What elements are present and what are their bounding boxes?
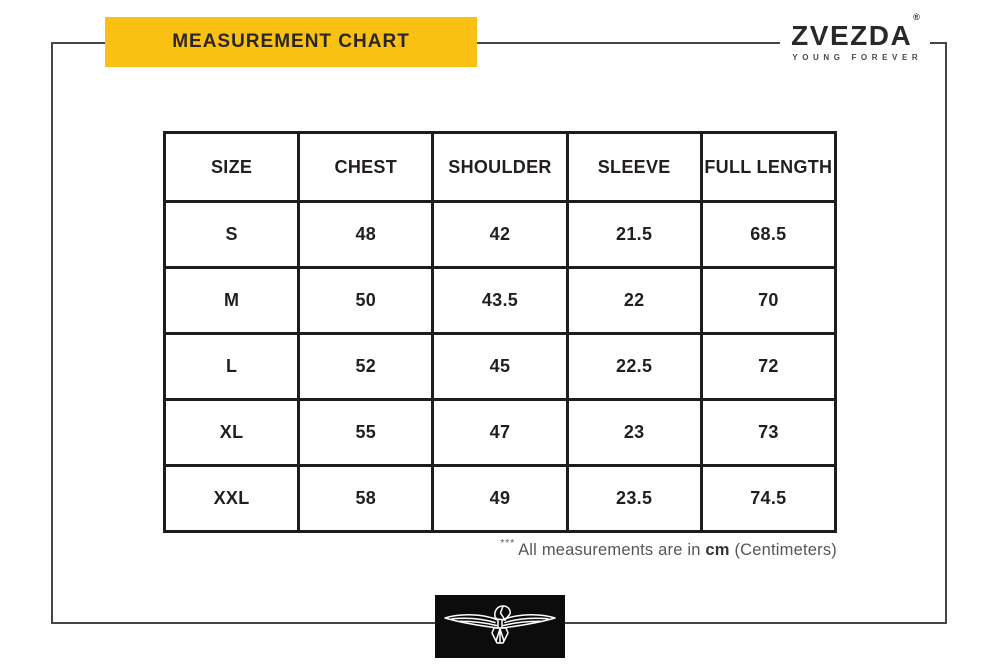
table-row-m: M 50 43.5 22 70 xyxy=(162,266,838,335)
measurement-chart-banner: MEASUREMENT CHART xyxy=(105,17,477,67)
table-row-s: S 48 42 21.5 68.5 xyxy=(162,200,838,269)
full-length-value: 74.5 xyxy=(699,464,838,533)
size-label: XXL xyxy=(162,464,301,533)
footnote-text: All measurements are in xyxy=(518,541,701,559)
shoulder-value: 42 xyxy=(431,200,569,269)
eagle-icon xyxy=(444,604,556,644)
table-row-xl: XL 55 47 23 73 xyxy=(162,398,838,467)
shoulder-value: 49 xyxy=(431,464,569,533)
brand-eagle-logo-box xyxy=(435,595,565,658)
chest-value: 58 xyxy=(297,464,435,533)
column-header-sleeve: SLEEVE xyxy=(565,131,703,203)
footnote-suffix: (Centimeters) xyxy=(734,541,837,559)
size-label: L xyxy=(162,332,301,401)
size-label: S xyxy=(162,200,301,269)
size-label: XL xyxy=(162,398,301,467)
sleeve-value: 23.5 xyxy=(565,464,703,533)
registered-trademark-icon: ® xyxy=(913,12,920,22)
brand-tagline: YOUNG FOREVER xyxy=(792,53,923,62)
footnote-unit: cm xyxy=(705,541,730,559)
sleeve-value: 21.5 xyxy=(565,200,703,269)
full-length-value: 68.5 xyxy=(699,200,838,269)
column-header-full-length: FULL LENGTH xyxy=(699,131,838,203)
chest-value: 52 xyxy=(297,332,435,401)
sleeve-value: 22 xyxy=(565,266,703,335)
table-header-row: SIZE CHEST SHOULDER SLEEVE FULL LENGTH xyxy=(162,131,838,203)
shoulder-value: 43.5 xyxy=(431,266,569,335)
brand-wordmark: ZVEZDA® xyxy=(791,12,920,51)
shoulder-value: 45 xyxy=(431,332,569,401)
shoulder-value: 47 xyxy=(431,398,569,467)
sleeve-value: 23 xyxy=(565,398,703,467)
footnote-asterisks: *** xyxy=(500,538,516,549)
table-row-l: L 52 45 22.5 72 xyxy=(162,332,838,401)
measurements-footnote: *** All measurements are in cm (Centimete… xyxy=(500,538,837,560)
column-header-shoulder: SHOULDER xyxy=(431,131,569,203)
column-header-size: SIZE xyxy=(162,131,301,203)
full-length-value: 72 xyxy=(699,332,838,401)
page-title: MEASUREMENT CHART xyxy=(172,31,410,52)
table-row-xxl: XXL 58 49 23.5 74.5 xyxy=(162,464,838,533)
full-length-value: 70 xyxy=(699,266,838,335)
chest-value: 48 xyxy=(297,200,435,269)
chest-value: 50 xyxy=(297,266,435,335)
sleeve-value: 22.5 xyxy=(565,332,703,401)
size-label: M xyxy=(162,266,301,335)
chest-value: 55 xyxy=(297,398,435,467)
brand-logo: ZVEZDA® YOUNG FOREVER xyxy=(780,12,930,68)
full-length-value: 73 xyxy=(699,398,838,467)
column-header-chest: CHEST xyxy=(297,131,435,203)
size-chart-table: SIZE CHEST SHOULDER SLEEVE FULL LENGTH S… xyxy=(162,131,838,533)
